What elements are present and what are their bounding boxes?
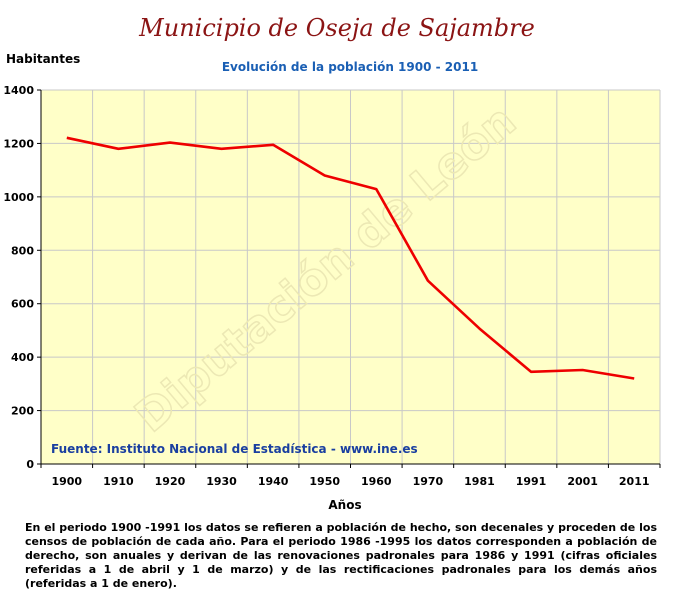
x-tick-label: 1930 [206,475,237,488]
y-tick-label: 600 [11,298,34,311]
x-tick-labels: 1900 1910 1920 1930 1940 1950 1960 1970 1981 1991… [51,475,649,488]
y-tick-label: 1000 [3,191,34,204]
x-tick-label: 1981 [464,475,495,488]
x-tick-label: 1960 [361,475,392,488]
y-tick-label: 400 [11,351,34,364]
x-axis-label: Años [328,498,362,512]
y-tick-label: 200 [11,405,34,418]
chart-canvas: Diputación de León 020040060080010001200… [3,84,661,488]
x-tick-label: 1900 [51,475,82,488]
x-tick-label: 1970 [413,475,444,488]
chart-subtitle: Evolución de la población 1900 - 2011 [221,60,479,74]
x-tick-label: 1991 [516,475,547,488]
x-tick-label: 1940 [258,475,289,488]
y-axis-label: Habitantes [6,52,81,66]
axes [37,89,661,468]
y-tick-labels: 0 200 400 600 800 1000 1200 1400 [3,84,34,471]
x-tick-label: 1920 [155,475,186,488]
source-note: Fuente: Instituto Nacional de Estadístic… [51,442,418,456]
y-tick-label: 800 [11,244,34,257]
x-tick-label: 1910 [103,475,134,488]
x-tick-label: 1950 [309,475,340,488]
y-tick-label: 1200 [3,137,34,150]
y-tick-label: 1400 [3,84,34,97]
x-tick-label: 2011 [619,475,650,488]
x-tick-label: 2001 [567,475,598,488]
page-title: Municipio de Oseja de Sajambre [139,14,535,42]
population-line [66,136,635,380]
footnote: En el periodo 1900 -1991 los datos se re… [25,521,657,590]
y-tick-label: 0 [26,458,34,471]
